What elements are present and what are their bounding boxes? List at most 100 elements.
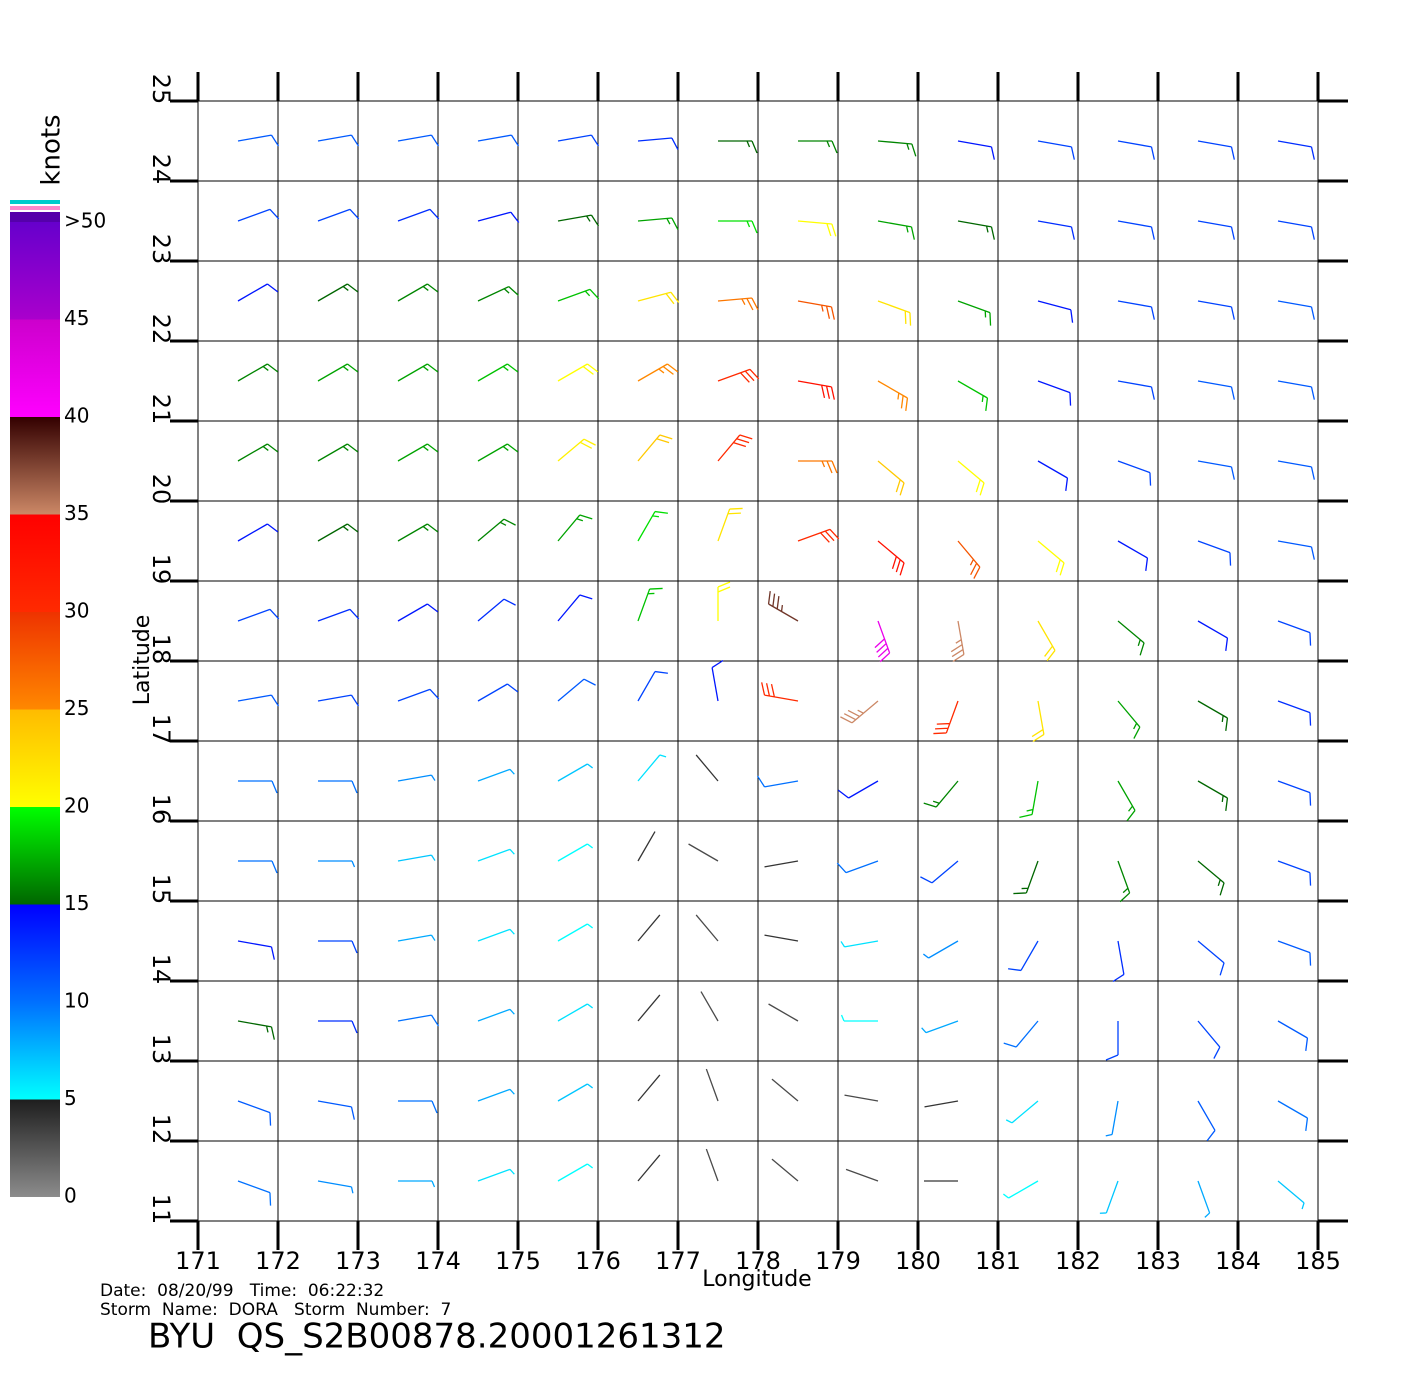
wind-barb [717, 581, 731, 621]
wind-barb [1197, 380, 1235, 400]
y-tick-label: 14 [147, 954, 175, 985]
wind-barb [557, 363, 599, 382]
colorbar-title: knots [37, 114, 67, 185]
y-tick-label: 20 [147, 474, 175, 505]
y-tick-label: 22 [147, 314, 175, 345]
wind-barb [797, 380, 835, 400]
wind-barb [1277, 1180, 1305, 1210]
wind-barb [317, 1180, 354, 1194]
wind-barb [1013, 860, 1039, 895]
wind-barb [1277, 380, 1315, 400]
x-tick-label: 181 [975, 1247, 1021, 1275]
wind-barb [877, 220, 915, 240]
wind-barb [637, 1154, 661, 1182]
wind-barb [1105, 1100, 1119, 1137]
wind-barb [1197, 1020, 1221, 1059]
wind-barb [797, 300, 835, 320]
wind-barb [874, 620, 891, 663]
wind-barb [695, 914, 719, 942]
footer: BYU QS_S2B00878.20001261312 [148, 1317, 726, 1357]
wind-barb [557, 763, 594, 782]
wind-barb [637, 1074, 661, 1102]
wind-barb [797, 528, 840, 543]
wind-barb [1197, 1100, 1216, 1142]
x-tick-label: 173 [335, 1247, 381, 1275]
wind-barb [317, 694, 360, 707]
wind-barb [237, 443, 279, 462]
wind-barb [477, 134, 520, 147]
wind-barb [1037, 220, 1075, 240]
colorbar-band [10, 709, 60, 807]
colorbar-cap [10, 212, 60, 222]
wind-barb [705, 1148, 719, 1182]
x-tick-label: 174 [415, 1247, 461, 1275]
wind-barb [1197, 1180, 1211, 1218]
wind-barb [397, 443, 439, 462]
x-tick-label: 176 [575, 1247, 621, 1275]
x-tick-label: 185 [1295, 1247, 1341, 1275]
wind-barb [557, 438, 596, 462]
x-tick-label: 175 [495, 1247, 541, 1275]
wind-barb [756, 775, 799, 788]
colorbar-band [10, 904, 60, 1002]
wind-barb [637, 291, 680, 305]
wind-barb [1197, 940, 1225, 976]
colorbar-cap [10, 200, 60, 204]
wind-barb [1005, 1100, 1039, 1124]
y-tick-label: 24 [147, 154, 175, 185]
wind-barb [557, 288, 600, 302]
wind-barb [557, 514, 593, 542]
wind-barb [237, 208, 280, 222]
wind-barb [637, 994, 661, 1022]
wind-barb [1117, 140, 1155, 160]
wind-barb [557, 594, 593, 622]
wind-barb [717, 434, 753, 462]
wind-barb [1277, 700, 1312, 726]
wind-barb [397, 603, 439, 622]
wind-barb [397, 934, 436, 942]
x-tick-label: 183 [1135, 1247, 1181, 1275]
wind-barb [877, 540, 905, 576]
y-axis-label: Latitude [130, 615, 155, 706]
wind-barb [1037, 620, 1056, 662]
colorbar-cap [10, 206, 60, 210]
x-tick-label: 178 [735, 1247, 781, 1275]
y-tick-label: 19 [147, 554, 175, 585]
wind-barb [1277, 140, 1315, 160]
wind-barb [397, 774, 436, 782]
wind-barb [1277, 1100, 1309, 1131]
wind-barb [764, 860, 799, 868]
wind-barb [767, 591, 799, 622]
wind-barb [1277, 540, 1315, 560]
wind-barb [317, 608, 360, 622]
wind-barb [840, 1014, 878, 1022]
wind-barb [688, 843, 719, 862]
wind-barb [1277, 220, 1315, 240]
wind-barb [877, 140, 917, 157]
wind-barb [637, 137, 679, 150]
wind-barb [1197, 220, 1235, 240]
wind-barb [1277, 780, 1312, 806]
wind-barb [237, 523, 279, 542]
wind-barb [237, 363, 279, 382]
wind-barb [1037, 460, 1069, 491]
wind-barb [477, 1168, 515, 1182]
wind-barb [1197, 700, 1229, 731]
x-tick-label: 172 [255, 1247, 301, 1275]
wind-barb [397, 363, 439, 382]
wind-barb [637, 587, 663, 622]
wind-barb [1197, 620, 1229, 651]
wind-barb [1117, 380, 1155, 400]
wind-barb [637, 363, 679, 382]
wind-barb [1112, 940, 1125, 983]
colorbar-band [10, 807, 60, 905]
wind-barb [798, 140, 838, 154]
colorbar-band [10, 222, 60, 320]
wind-barb [317, 283, 359, 302]
y-tick-label: 18 [147, 634, 175, 665]
wind-barb [1019, 780, 1039, 818]
wind-barb [1277, 620, 1312, 646]
wind-barb [637, 914, 661, 942]
wind-barb [238, 860, 278, 874]
